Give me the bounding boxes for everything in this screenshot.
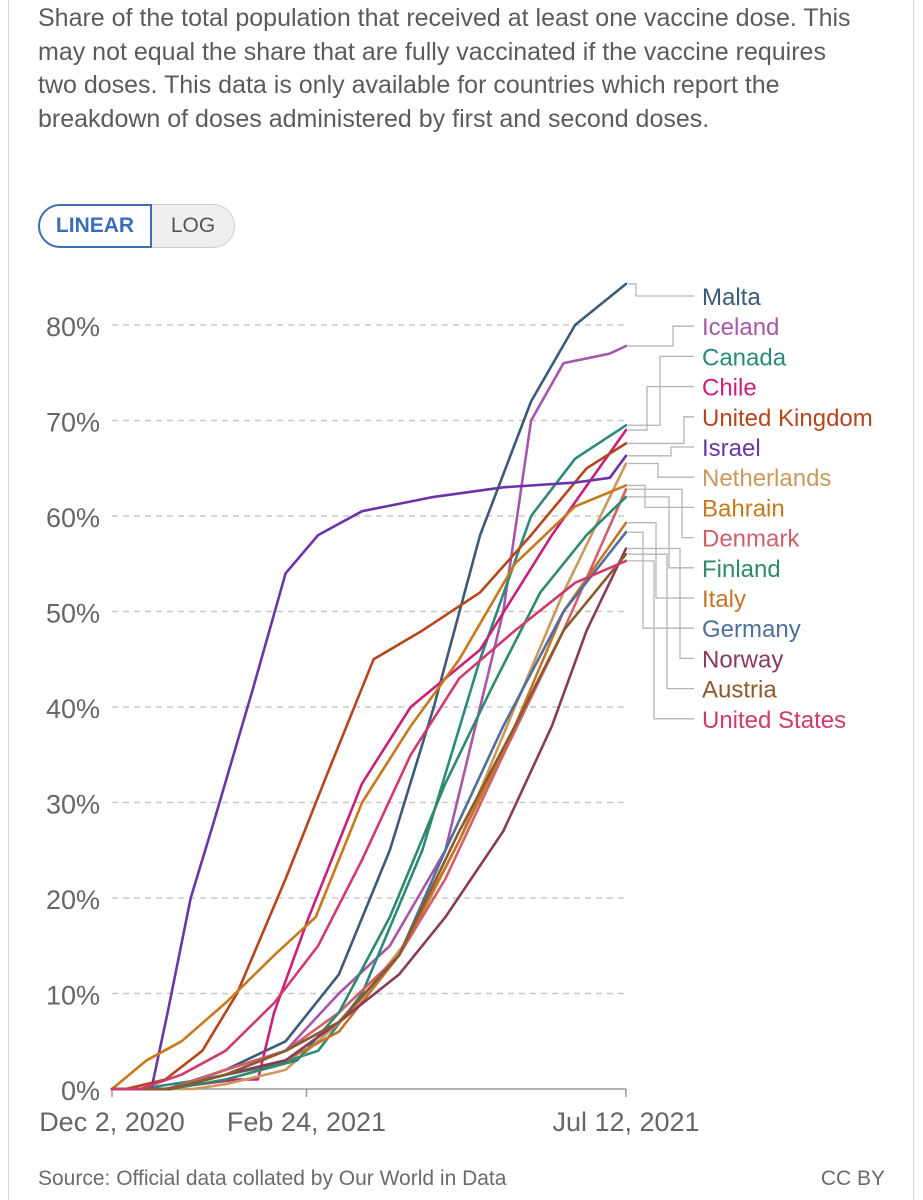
series-line [110, 488, 628, 1091]
legend-label: Canada [702, 344, 787, 371]
legend-label: Malta [702, 284, 761, 311]
series-line [110, 559, 628, 1091]
y-tick-label: 30% [46, 790, 100, 820]
series-line [110, 530, 628, 1091]
legend-label: Germany [702, 616, 801, 643]
legend-connector [628, 446, 694, 457]
y-tick-label: 80% [46, 312, 100, 342]
legend-connector [628, 496, 694, 569]
y-tick-label: 60% [46, 503, 100, 533]
legend-label: Netherlands [702, 465, 831, 492]
legend-connector [628, 560, 694, 720]
source-note: Source: Official data collated by Our Wo… [38, 1167, 507, 1190]
chart-card [8, 0, 914, 1200]
series-line [110, 552, 628, 1091]
legend-connector [628, 553, 694, 690]
x-tick-label: Feb 24, 2021 [227, 1107, 386, 1137]
chart-subtitle: Share of the total population that recei… [38, 4, 851, 133]
legend-label: Italy [702, 586, 746, 613]
line-chart: 0% 10% 20% 30% 40% 50% 60% 70% 80% Dec 2, 2020 Feb… [39, 282, 873, 1137]
scale-toggle: LINEAR LOG [38, 204, 235, 248]
legend-label: Israel [702, 435, 761, 462]
linear-scale-button[interactable]: LINEAR [38, 204, 152, 248]
legend-connector [628, 547, 694, 660]
series-line [110, 454, 628, 1091]
legend-connector [628, 488, 694, 539]
x-tick-label: Dec 2, 2020 [39, 1107, 185, 1137]
legend-label: Finland [702, 556, 781, 583]
legend-connector [628, 283, 694, 297]
legend-label: Denmark [702, 526, 800, 553]
log-scale-button[interactable]: LOG [170, 214, 216, 237]
legend-connector [628, 385, 694, 431]
legend-connector [628, 531, 694, 629]
legend-label: Chile [702, 375, 757, 402]
y-tick-label: 0% [61, 1076, 100, 1106]
legend-connector [628, 325, 694, 347]
legend-label: United States [702, 707, 846, 734]
legend-connector [628, 522, 694, 599]
y-tick-label: 70% [46, 408, 100, 438]
series-line [110, 424, 628, 1091]
legend-label: United Kingdom [702, 405, 873, 432]
legend-label: Iceland [702, 314, 779, 341]
series-line [110, 521, 628, 1091]
y-tick-label: 20% [46, 885, 100, 915]
legend-connector [628, 462, 694, 478]
legend-label: Bahrain [702, 495, 785, 522]
license-label: CC BY [820, 1167, 885, 1190]
legend-connector [628, 355, 694, 426]
legend-label: Austria [702, 677, 777, 704]
series-line [110, 484, 628, 1091]
y-tick-label: 40% [46, 694, 100, 724]
legend-connector [628, 416, 694, 445]
series-line [110, 495, 628, 1091]
x-tick-label: Jul 12, 2021 [552, 1107, 699, 1137]
y-tick-label: 50% [46, 599, 100, 629]
legend-label: Norway [702, 646, 783, 673]
y-tick-label: 10% [46, 981, 100, 1011]
series-line [110, 282, 628, 1091]
